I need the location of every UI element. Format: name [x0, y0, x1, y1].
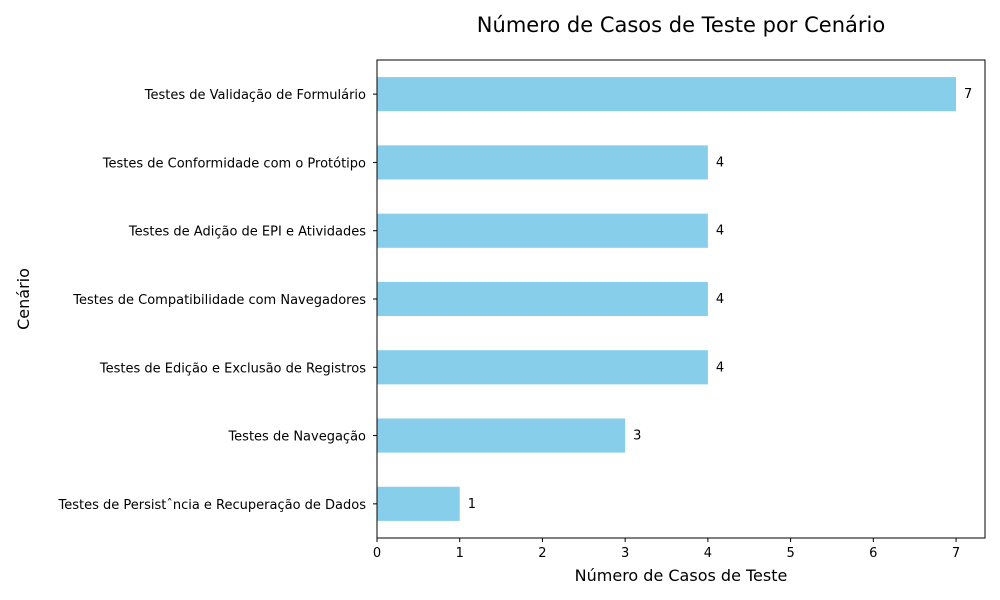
x-axis-label: Número de Casos de Teste: [575, 566, 788, 585]
bar: [377, 350, 708, 385]
y-tick-label: Testes de Navegação: [227, 430, 366, 445]
x-tick-label: 7: [952, 546, 960, 561]
x-tick-label: 4: [704, 546, 712, 561]
bar: [377, 77, 957, 112]
plot-area-frame: [376, 59, 986, 539]
y-tick-label: Testes de Edição e Exclusão de Registros: [99, 361, 366, 376]
bar: [377, 213, 708, 248]
y-tick-label: Testes de Conformidade com o Protótipo: [102, 156, 366, 171]
x-axis-ticks: 0 1 2 3 4 5 6 7: [373, 538, 960, 561]
x-tick-label: 6: [869, 546, 877, 561]
bar: [377, 145, 708, 180]
bar: [377, 281, 708, 317]
bar: [377, 486, 460, 521]
x-tick-label: 3: [621, 546, 629, 561]
bar-value-label: 4: [716, 292, 724, 307]
x-tick-label: 5: [786, 546, 794, 561]
bar-value-label: 1: [468, 497, 476, 512]
y-tick-label: Testes de Adição de EPI e Atividades: [128, 225, 366, 240]
bar-value-label: 4: [716, 224, 724, 239]
bars-group: [377, 77, 957, 521]
chart-title: Número de Casos de Teste por Cenário: [477, 13, 885, 37]
bar-value-label: 4: [716, 360, 724, 375]
y-tick-label: Testes de Persistˆncia e Recuperação de …: [57, 498, 366, 513]
x-tick-label: 2: [538, 546, 546, 561]
y-axis-label: Cenário: [14, 268, 33, 330]
bar-value-label: 3: [633, 429, 641, 444]
bar-value-label: 4: [716, 155, 724, 170]
y-tick-label: Testes de Validação de Formulário: [144, 88, 366, 103]
bar: [377, 418, 626, 453]
y-tick-label: Testes de Compatibilidade com Navegadore…: [72, 293, 366, 308]
value-labels-group: 7 4 4 4 4 3 1: [468, 87, 973, 512]
x-tick-label: 0: [373, 546, 381, 561]
x-tick-label: 1: [456, 546, 464, 561]
y-axis-ticks: Testes de Validação de Formulário Testes …: [57, 88, 377, 513]
bar-value-label: 7: [964, 87, 972, 102]
